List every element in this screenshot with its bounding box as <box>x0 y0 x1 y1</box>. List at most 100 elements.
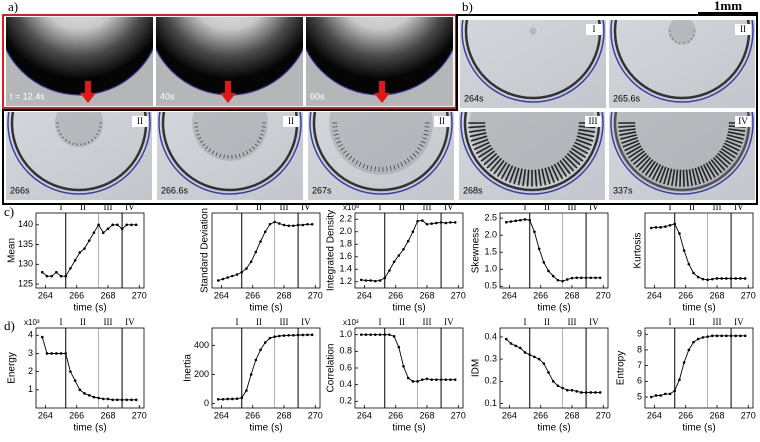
crystal-branch <box>480 150 496 162</box>
crystal-branch <box>620 134 637 140</box>
data-point <box>682 249 686 252</box>
crystal-branch <box>475 144 492 155</box>
crystal-branch <box>663 167 670 185</box>
red-arrow <box>80 81 96 103</box>
crystal-branch <box>691 168 697 186</box>
crystal-branch <box>671 38 674 40</box>
crystal-branch <box>705 162 716 178</box>
crystal-branch <box>682 169 685 187</box>
data-point <box>268 222 272 226</box>
data-point <box>263 341 267 344</box>
data-point <box>533 355 536 359</box>
x-tick-label: 266 <box>533 410 548 420</box>
data-point <box>378 279 382 282</box>
data-point <box>715 277 719 280</box>
crystal-branch <box>258 137 263 140</box>
crystal-branch <box>572 144 589 155</box>
data-point <box>668 392 672 396</box>
phase-box <box>735 24 751 35</box>
x-tick-label: 268 <box>419 410 434 420</box>
data-point <box>725 334 728 338</box>
frame-time: 265.6s <box>613 93 641 103</box>
plot-frame <box>499 212 609 289</box>
crystal-branch <box>256 140 261 143</box>
crystal-branch <box>578 128 596 133</box>
data-point <box>547 269 550 273</box>
data-point <box>664 225 667 228</box>
y-tick-label: 2.0 <box>484 230 497 240</box>
data-point <box>235 397 239 400</box>
y-tick-label: 9 <box>637 329 642 339</box>
data-point <box>439 221 443 224</box>
crystal-branch <box>618 125 636 128</box>
x-axis-label: time (s) <box>73 303 106 314</box>
crystal-branch <box>651 164 662 180</box>
phase-label: I <box>379 202 382 212</box>
y-tick-label: 0.1 <box>484 398 497 408</box>
crystal-branch <box>575 138 592 147</box>
data-point <box>130 398 133 402</box>
crystal-branch <box>697 166 705 184</box>
data-point <box>216 279 220 282</box>
phase-label: III <box>423 317 432 327</box>
data-point <box>73 259 77 262</box>
crystal-branch <box>470 135 488 142</box>
droplet-rim <box>610 112 754 195</box>
x-tick-label: 264 <box>38 410 53 420</box>
red-arrow <box>220 81 236 103</box>
phase-label: IV <box>301 317 311 327</box>
data-point <box>514 219 517 223</box>
crystal-area <box>329 112 433 175</box>
frame-time: 40s <box>160 91 175 101</box>
phase-label: III <box>713 317 722 327</box>
data-point <box>449 378 452 381</box>
data-point <box>125 398 129 402</box>
frame-time: 268s <box>463 185 483 195</box>
droplet-rim <box>309 112 453 195</box>
data-point <box>528 353 532 356</box>
data-point <box>397 345 401 349</box>
phase-label: I <box>60 317 63 327</box>
crystal-branch <box>635 154 649 168</box>
frame-phase: II <box>740 24 746 34</box>
crystal-branch <box>486 155 500 169</box>
crystal-branch <box>675 169 679 187</box>
y-tick-label: 135 <box>18 239 33 249</box>
y-tick-label: 2.0 <box>339 226 352 236</box>
crystal-branch <box>72 142 74 145</box>
data-point <box>682 361 686 364</box>
data-point <box>97 396 100 400</box>
crystal-branch <box>342 150 348 154</box>
frame-phase: I <box>593 24 596 34</box>
data-point <box>519 346 522 350</box>
data-point <box>692 271 695 275</box>
x-tick-label: 268 <box>100 290 115 300</box>
phase-label: IV <box>444 202 454 212</box>
crystal-branch <box>630 150 645 162</box>
crystal-branch <box>577 132 595 138</box>
y-tick-label: 0.5 <box>484 281 497 291</box>
y-tick-label: 2 <box>28 366 33 376</box>
data-point <box>259 240 262 243</box>
data-point <box>649 395 653 399</box>
data-point <box>668 223 672 227</box>
plot-frame <box>354 327 464 409</box>
crystal-branch <box>196 133 200 136</box>
y-tick-label: 400 <box>194 340 209 350</box>
crystal-branch <box>260 133 264 136</box>
crystal-branch <box>197 137 202 140</box>
data-point <box>369 279 372 282</box>
crystal-branch <box>537 169 542 187</box>
phase-label: I <box>669 317 672 327</box>
data-point <box>102 397 105 401</box>
y-multiplier: x10⁸ <box>343 203 359 212</box>
red-arrow <box>374 81 390 103</box>
y-tick-label: 1.5 <box>484 247 497 257</box>
data-point <box>542 261 546 264</box>
crystal-branch <box>641 159 654 174</box>
data-point <box>392 260 396 264</box>
phase-label: III <box>280 317 289 327</box>
x-tick-label: 266 <box>245 290 260 300</box>
y-axis-label: Kurtosis <box>633 232 644 268</box>
crystal-branch <box>728 128 746 132</box>
